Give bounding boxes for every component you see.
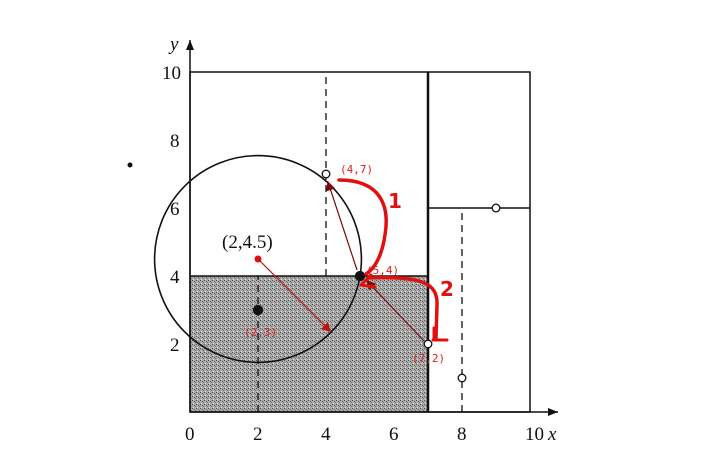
x-tick-label: 10 (525, 424, 544, 445)
y-tick-label: 4 (170, 267, 180, 288)
y-axis-arrow-icon (186, 40, 194, 50)
x-tick-label: 0 (185, 424, 195, 445)
step-2-arrowhead-icon (431, 326, 449, 342)
x-axis-label: x (547, 424, 557, 445)
x-tick-label: 4 (321, 424, 331, 445)
data-point (491, 203, 501, 213)
point-label: (2,3) (244, 326, 277, 339)
y-tick-label: 10 (162, 63, 181, 84)
step-1-curved-arrow (337, 178, 388, 276)
shaded-region (190, 276, 428, 412)
point-label: (4,7) (340, 163, 373, 176)
data-point (321, 169, 331, 179)
radius-arrow (257, 258, 332, 333)
step-2-curved-arrow (366, 275, 439, 340)
point-label: (7,2) (412, 352, 445, 365)
y-axis-label: y (168, 34, 179, 55)
data-point (423, 339, 433, 349)
y-tick-label: 2 (170, 335, 180, 356)
x-tick-label: 2 (253, 424, 263, 445)
y-tick-label: 8 (170, 131, 180, 152)
data-point (354, 270, 366, 282)
backtrack-arrow-from-7-2 (366, 280, 425, 342)
data-point (252, 304, 264, 316)
search-radius-circle (153, 154, 363, 364)
x-axis-arrow-icon (548, 408, 558, 416)
backtrack-arrow-to-4-7 (326, 180, 358, 271)
data-point (457, 373, 467, 383)
y-tick-label: 6 (170, 199, 180, 220)
scan-speck (127, 162, 133, 168)
x-tick-label: 6 (389, 424, 399, 445)
x-tick-label: 8 (457, 424, 467, 445)
step-2-label: 2 (440, 277, 454, 301)
step-1-label: 1 (388, 189, 402, 213)
query-point-label: (2,4.5) (222, 232, 273, 253)
